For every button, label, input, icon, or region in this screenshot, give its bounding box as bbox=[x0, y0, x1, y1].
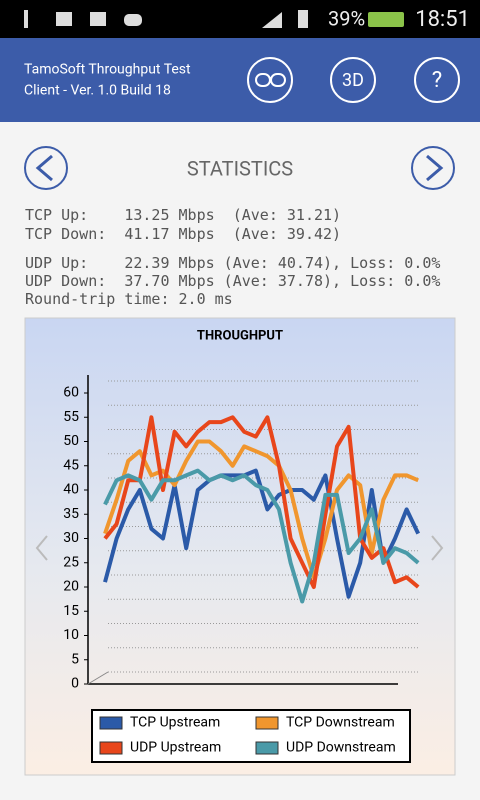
legend-items: TCP Upstream TCP Downstream UDP Upstream UD… bbox=[99, 715, 396, 756]
swipe-left[interactable] bbox=[35, 535, 48, 561]
y-tick-label: 20 bbox=[63, 579, 79, 595]
3d-button[interactable]: 3D bbox=[330, 57, 376, 103]
legend-label: UDP Upstream bbox=[130, 740, 221, 756]
prev-button[interactable] bbox=[24, 146, 68, 190]
button-label: ? bbox=[432, 68, 442, 93]
series-line bbox=[103, 468, 420, 604]
swipe-right[interactable] bbox=[431, 535, 444, 561]
y-tick-label: 30 bbox=[63, 530, 79, 546]
disconnect-button[interactable] bbox=[247, 57, 293, 103]
y-tick-label: 45 bbox=[63, 457, 79, 473]
legend-swatch bbox=[255, 741, 279, 755]
legend-label: UDP Downstream bbox=[286, 740, 396, 756]
clock: 18:51 bbox=[415, 7, 470, 32]
chart-title: THROUGHPUT bbox=[197, 328, 283, 343]
battery-percent: 39% bbox=[328, 6, 365, 30]
button-label: 3D bbox=[342, 70, 364, 91]
header-title: Client - Ver. 1.0 Build 18 bbox=[24, 83, 171, 99]
header-title: TamoSoft Throughput Test bbox=[24, 62, 191, 78]
legend-label: TCP Downstream bbox=[286, 715, 395, 731]
y-tick-label: 0 bbox=[71, 676, 79, 692]
next-button[interactable] bbox=[411, 146, 455, 190]
udp-down: UDP Down: 37.70 Mbps (Ave: 37.78), Loss:… bbox=[25, 272, 441, 290]
legend-swatch bbox=[255, 716, 279, 730]
y-tick-label: 60 bbox=[63, 385, 79, 401]
y-tick-label: 5 bbox=[71, 651, 79, 667]
help-button[interactable]: ? bbox=[414, 57, 460, 103]
status-icons bbox=[24, 10, 404, 28]
tcp-down: TCP Down: 41.17 Mbps (Ave: 39.42) bbox=[25, 225, 342, 243]
legend bbox=[91, 709, 411, 763]
y-tick-label: 35 bbox=[63, 506, 79, 522]
y-tick-label: 25 bbox=[63, 554, 79, 570]
header bbox=[0, 38, 480, 122]
y-tick-label: 50 bbox=[63, 433, 79, 449]
legend-swatch bbox=[99, 741, 123, 755]
y-tick-label: 55 bbox=[63, 409, 79, 425]
floor-edge bbox=[87, 671, 109, 685]
y-tick-label: 40 bbox=[63, 482, 79, 498]
y-tick-label: 10 bbox=[63, 627, 79, 643]
udp-up: UDP Up: 22.39 Mbps (Ave: 40.74), Loss: 0… bbox=[25, 254, 441, 272]
series-line bbox=[103, 415, 420, 589]
plot: 0 5 10 15 20 25 30 35 40 45 50 55 60 bbox=[63, 375, 421, 692]
page-title: STATISTICS bbox=[187, 156, 293, 180]
y-tick-label: 15 bbox=[63, 603, 79, 619]
legend-swatch bbox=[99, 716, 123, 730]
tcp-up: TCP Up: 13.25 Mbps (Ave: 31.21) bbox=[25, 206, 342, 224]
legend-label: TCP Upstream bbox=[130, 715, 220, 731]
round-trip: Round-trip time: 2.0 ms bbox=[25, 290, 233, 308]
